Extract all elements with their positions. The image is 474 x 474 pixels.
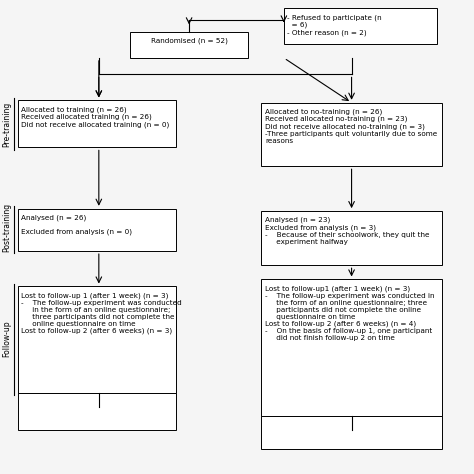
FancyBboxPatch shape: [130, 32, 248, 58]
FancyBboxPatch shape: [18, 209, 175, 251]
Text: Allocated to no-training (n = 26)
Received allocated no-training (n = 23)
Did no: Allocated to no-training (n = 26) Receiv…: [265, 109, 437, 144]
Text: Analysed (n = 26)

Excluded from analysis (n = 0): Analysed (n = 26) Excluded from analysis…: [21, 214, 132, 236]
FancyBboxPatch shape: [18, 286, 175, 392]
FancyBboxPatch shape: [261, 211, 442, 265]
FancyBboxPatch shape: [261, 103, 442, 166]
Text: Pre-training: Pre-training: [2, 101, 11, 146]
Text: Lost to follow-up1 (after 1 week) (n = 3)
-    The follow-up experiment was cond: Lost to follow-up1 (after 1 week) (n = 3…: [265, 285, 435, 341]
FancyBboxPatch shape: [18, 100, 175, 147]
FancyBboxPatch shape: [261, 416, 442, 449]
Text: Allocated to training (n = 26)
Received allocated training (n = 26)
Did not rece: Allocated to training (n = 26) Received …: [21, 106, 169, 128]
Text: Randomised (n = 52): Randomised (n = 52): [151, 37, 228, 44]
Text: Post-training: Post-training: [2, 203, 11, 252]
Text: Lost to follow-up 1 (after 1 week) (n = 3)
-    The follow-up experiment was con: Lost to follow-up 1 (after 1 week) (n = …: [21, 292, 182, 334]
FancyBboxPatch shape: [261, 279, 442, 416]
Text: Follow-up: Follow-up: [2, 320, 11, 356]
Text: - Refused to participate (n
  = 6)
- Other reason (n = 2): - Refused to participate (n = 6) - Other…: [288, 14, 382, 36]
Text: Analysed (n = 23)
Excluded from analysis (n = 3)
-    Because of their schoolwor: Analysed (n = 23) Excluded from analysis…: [265, 217, 429, 245]
FancyBboxPatch shape: [18, 392, 175, 430]
FancyBboxPatch shape: [284, 9, 438, 44]
